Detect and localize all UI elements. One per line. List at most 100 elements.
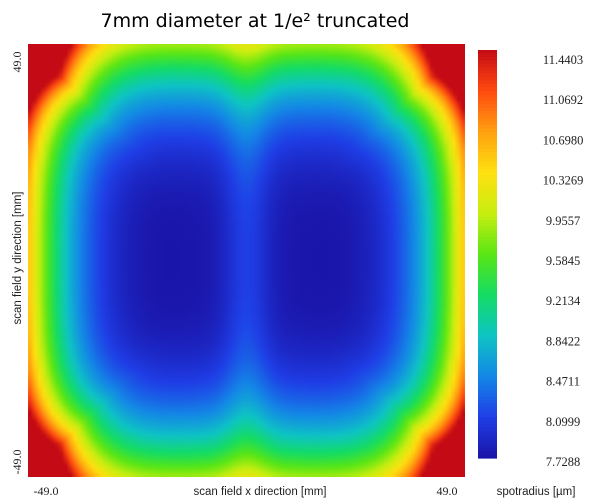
colorbar-tick-label: 10.3269 [543, 174, 584, 188]
colorbar-segment [478, 152, 497, 156]
colorbar-segment [478, 240, 497, 245]
colorbar-segment [478, 145, 497, 150]
colorbar-segment [478, 118, 497, 122]
colorbar-tick-label: 9.5845 [546, 254, 580, 268]
colorbar-tick-label: 8.8422 [546, 334, 580, 348]
colorbar-segment [478, 182, 497, 187]
colorbar-segment [478, 203, 497, 207]
colorbar-segment [478, 60, 497, 65]
colorbar-segment [478, 322, 497, 326]
colorbar-segment [478, 175, 497, 180]
colorbar-segment [478, 417, 497, 422]
colorbar-segment [478, 189, 497, 194]
colorbar-segment [478, 420, 497, 425]
colorbar-segment [478, 291, 497, 296]
y-tick-top: 49.0 [10, 52, 24, 73]
colorbar-segment [478, 135, 497, 139]
colorbar-segment [478, 73, 497, 78]
colorbar-segment [478, 376, 497, 381]
colorbar-segment [478, 352, 497, 357]
colorbar-segment [478, 427, 497, 432]
colorbar-segment [478, 77, 497, 82]
colorbar-segment [478, 271, 497, 275]
y-tick-bottom: -49.0 [10, 450, 24, 475]
colorbar-segment [478, 298, 497, 303]
colorbar-segment [478, 63, 497, 68]
colorbar-segment [478, 179, 497, 184]
colorbar-segment [478, 396, 497, 401]
colorbar-segment [478, 451, 497, 456]
colorbar-segment [478, 444, 497, 449]
colorbar-tick-label: 11.4403 [543, 53, 583, 67]
colorbar-tick-label: 7.7288 [546, 455, 580, 469]
colorbar-segment [478, 257, 497, 262]
colorbar-tick-label: 11.0692 [543, 93, 583, 107]
colorbar-segment [478, 94, 497, 99]
colorbar-segment [478, 53, 497, 58]
colorbar-segment [478, 87, 497, 92]
y-axis-label: scan field y direction [mm] [12, 192, 24, 325]
x-tick-right: 49.0 [437, 484, 458, 498]
colorbar-segment [478, 454, 497, 459]
colorbar-segment [478, 373, 497, 377]
colorbar-segment [478, 111, 497, 116]
colorbar-segment [478, 447, 497, 452]
colorbar-segment [478, 311, 497, 316]
colorbar-segment [478, 101, 497, 105]
colorbar-segment [478, 56, 497, 61]
colorbar-segment [478, 434, 497, 439]
chart-title: 7mm diameter at 1/e² truncated [101, 10, 410, 32]
colorbar-segment [478, 356, 497, 360]
colorbar-segment [478, 90, 497, 95]
colorbar-segment [478, 206, 497, 211]
heatmap [28, 44, 465, 477]
colorbar-segment [478, 213, 497, 218]
colorbar-segment [478, 424, 497, 428]
colorbar-segment [478, 169, 497, 173]
colorbar-segment [478, 441, 497, 445]
colorbar-segment [478, 104, 497, 109]
colorbar-segment [478, 277, 497, 282]
colorbar-segment [478, 230, 497, 235]
colorbar-segment [478, 67, 497, 71]
colorbar-segment [478, 274, 497, 279]
colorbar-segment [478, 209, 497, 214]
colorbar-segment [478, 407, 497, 411]
colorbar-tick-label: 10.6980 [543, 133, 584, 147]
colorbar-segment [478, 97, 497, 102]
colorbar-segment [478, 254, 497, 258]
colorbar-segment [478, 186, 497, 190]
colorbar-segment [478, 165, 497, 170]
colorbar-segment [478, 410, 497, 415]
colorbar-segment [478, 366, 497, 371]
colorbar-segment [478, 121, 497, 126]
colorbar-segment [478, 379, 497, 384]
colorbar-segment [478, 158, 497, 163]
colorbar-segment [478, 131, 497, 136]
colorbar-segment [478, 318, 497, 323]
colorbar-segment [478, 162, 497, 167]
colorbar-segment [478, 124, 497, 129]
colorbar-tick-label: 8.0999 [546, 415, 580, 429]
colorbar-segment [478, 247, 497, 252]
colorbar-segment [478, 199, 497, 204]
colorbar-segment [478, 400, 497, 405]
colorbar-segment [478, 390, 497, 394]
x-axis-label: scan field x direction [mm] [194, 486, 327, 498]
colorbar-segment [478, 107, 497, 112]
heatmap-image [28, 44, 465, 477]
colorbar-segment [478, 155, 497, 160]
colorbar-segment [478, 369, 497, 374]
colorbar: 11.4403 11.0692 10.6980 10.3269 9.9557 9.5845… [478, 50, 583, 469]
colorbar-segment [478, 216, 497, 221]
colorbar-tick-label: 9.2134 [546, 294, 581, 308]
colorbar-segment [478, 70, 497, 75]
colorbar-segment [478, 80, 497, 85]
colorbar-segment [478, 267, 497, 272]
colorbar-segment [478, 172, 497, 177]
colorbar-segment [478, 413, 497, 418]
colorbar-segment [478, 403, 497, 408]
colorbar-segment [478, 335, 497, 340]
colorbar-segment [478, 128, 497, 133]
colorbar-segment [478, 243, 497, 248]
